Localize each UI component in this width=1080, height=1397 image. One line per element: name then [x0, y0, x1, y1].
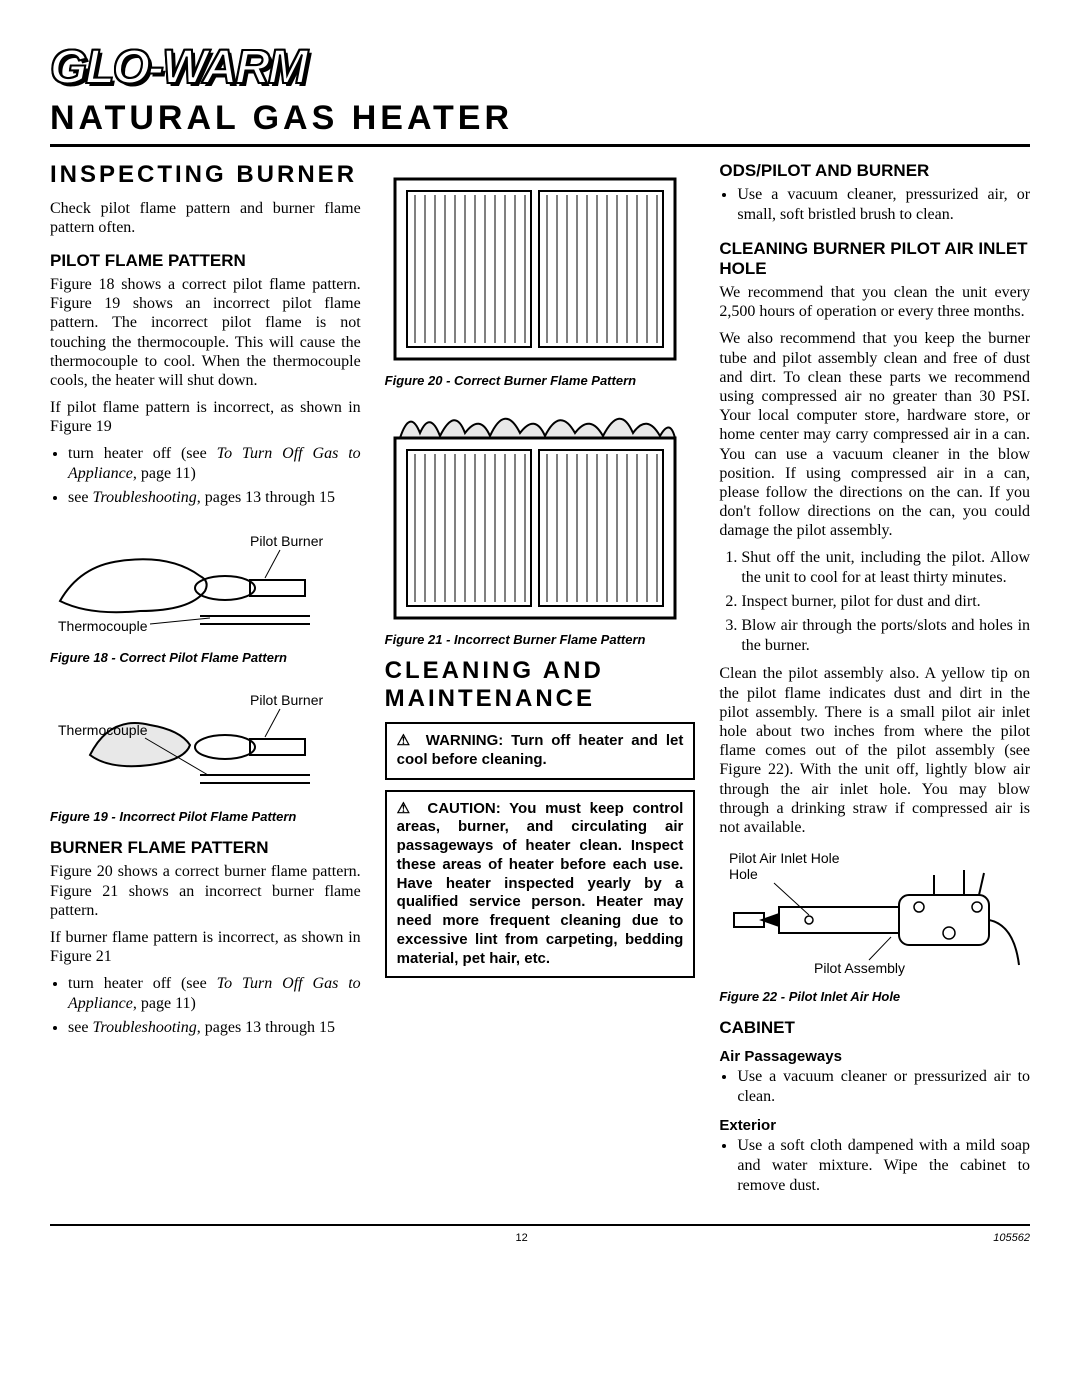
product-title: NATURAL GAS HEATER — [50, 99, 1030, 138]
content-columns: INSPECTING BURNER Check pilot flame patt… — [50, 161, 1030, 1204]
list-item: Inspect burner, pilot for dust and dirt. — [741, 592, 1030, 612]
para-burner-1: Figure 20 shows a correct burner flame p… — [50, 862, 361, 920]
page-number: 12 — [50, 1232, 993, 1244]
list-item: Use a vacuum cleaner or pressurized air … — [737, 1067, 1030, 1107]
list-air: Use a vacuum cleaner or pressurized air … — [719, 1067, 1030, 1107]
heading-inlet: CLEANING BURNER PILOT AIR INLET HOLE — [719, 239, 1030, 279]
figure-20-caption: Figure 20 - Correct Burner Flame Pattern — [385, 373, 696, 388]
para-burner-2: If burner flame pattern is incorrect, as… — [50, 928, 361, 966]
label-thermocouple: Thermocouple — [58, 722, 148, 738]
column-3: ODS/PILOT AND BURNER Use a vacuum cleane… — [719, 161, 1030, 1204]
list-item: turn heater off (see To Turn Off Gas to … — [68, 444, 361, 484]
list-burner: turn heater off (see To Turn Off Gas to … — [50, 974, 361, 1038]
caution-text: CAUTION: You must keep control areas, bu… — [397, 800, 684, 967]
brand-logo: GLO-WARM — [50, 40, 1030, 95]
label-inlet-hole: Pilot Air Inlet Hole — [729, 850, 840, 866]
label-thermocouple: Thermocouple — [58, 618, 148, 634]
list-pilot: turn heater off (see To Turn Off Gas to … — [50, 444, 361, 508]
warning-text: WARNING: Turn off heater and let cool be… — [397, 732, 684, 768]
list-ods: Use a vacuum cleaner, pressurized air, o… — [719, 185, 1030, 225]
list-item: Shut off the unit, including the pilot. … — [741, 548, 1030, 588]
list-item: Use a vacuum cleaner, pressurized air, o… — [737, 185, 1030, 225]
list-item: see Troubleshooting, pages 13 through 15 — [68, 488, 361, 508]
figure-22-caption: Figure 22 - Pilot Inlet Air Hole — [719, 989, 1030, 1004]
list-item: Blow air through the ports/slots and hol… — [741, 616, 1030, 656]
figure-19-caption: Figure 19 - Incorrect Pilot Flame Patter… — [50, 809, 361, 824]
list-item: turn heater off (see To Turn Off Gas to … — [68, 974, 361, 1014]
svg-text:Hole: Hole — [729, 866, 758, 882]
list-item: see Troubleshooting, pages 13 through 15 — [68, 1018, 361, 1038]
figure-20 — [385, 169, 696, 369]
list-item: Use a soft cloth dampened with a mild so… — [737, 1136, 1030, 1196]
document-number: 105562 — [993, 1232, 1030, 1244]
figure-18: Pilot Burner Thermocouple — [50, 516, 361, 646]
column-2: Figure 20 - Correct Burner Flame Pattern… — [385, 161, 696, 1204]
label-pilot-burner: Pilot Burner — [250, 533, 323, 549]
caution-box: ⚠ CAUTION: You must keep control areas, … — [385, 790, 696, 979]
list-exterior: Use a soft cloth dampened with a mild so… — [719, 1136, 1030, 1196]
label-pilot-assembly: Pilot Assembly — [814, 960, 905, 976]
heading-pilot-flame: PILOT FLAME PATTERN — [50, 251, 361, 271]
figure-21-caption: Figure 21 - Incorrect Burner Flame Patte… — [385, 632, 696, 647]
heading-inspecting-burner: INSPECTING BURNER — [50, 161, 361, 189]
heading-air-passageways: Air Passageways — [719, 1048, 1030, 1065]
para-inlet-3: Clean the pilot assembly also. A yellow … — [719, 664, 1030, 837]
para-pilot-1: Figure 18 shows a correct pilot flame pa… — [50, 275, 361, 390]
para-inlet-1: We recommend that you clean the unit eve… — [719, 283, 1030, 321]
heading-cleaning: CLEANING AND MAINTENANCE — [385, 657, 696, 712]
warning-icon: ⚠ — [397, 732, 414, 749]
list-steps: Shut off the unit, including the pilot. … — [719, 548, 1030, 656]
title-rule — [50, 144, 1030, 147]
para-check: Check pilot flame pattern and burner fla… — [50, 199, 361, 237]
figure-19: Pilot Burner Thermocouple — [50, 675, 361, 805]
warning-box: ⚠ WARNING: Turn off heater and let cool … — [385, 722, 696, 780]
warning-icon: ⚠ — [397, 800, 415, 817]
figure-21 — [385, 398, 696, 628]
heading-cabinet: CABINET — [719, 1018, 1030, 1038]
figure-18-caption: Figure 18 - Correct Pilot Flame Pattern — [50, 650, 361, 665]
page-footer: 12 105562 — [50, 1224, 1030, 1244]
figure-22: Pilot Air Inlet Hole Hole Pilot Assembly — [719, 845, 1030, 985]
heading-burner-flame: BURNER FLAME PATTERN — [50, 838, 361, 858]
para-inlet-2: We also recommend that you keep the burn… — [719, 329, 1030, 540]
label-pilot-burner: Pilot Burner — [250, 692, 323, 708]
para-pilot-2: If pilot flame pattern is incorrect, as … — [50, 398, 361, 436]
heading-ods: ODS/PILOT AND BURNER — [719, 161, 1030, 181]
heading-exterior: Exterior — [719, 1117, 1030, 1134]
column-1: INSPECTING BURNER Check pilot flame patt… — [50, 161, 361, 1204]
